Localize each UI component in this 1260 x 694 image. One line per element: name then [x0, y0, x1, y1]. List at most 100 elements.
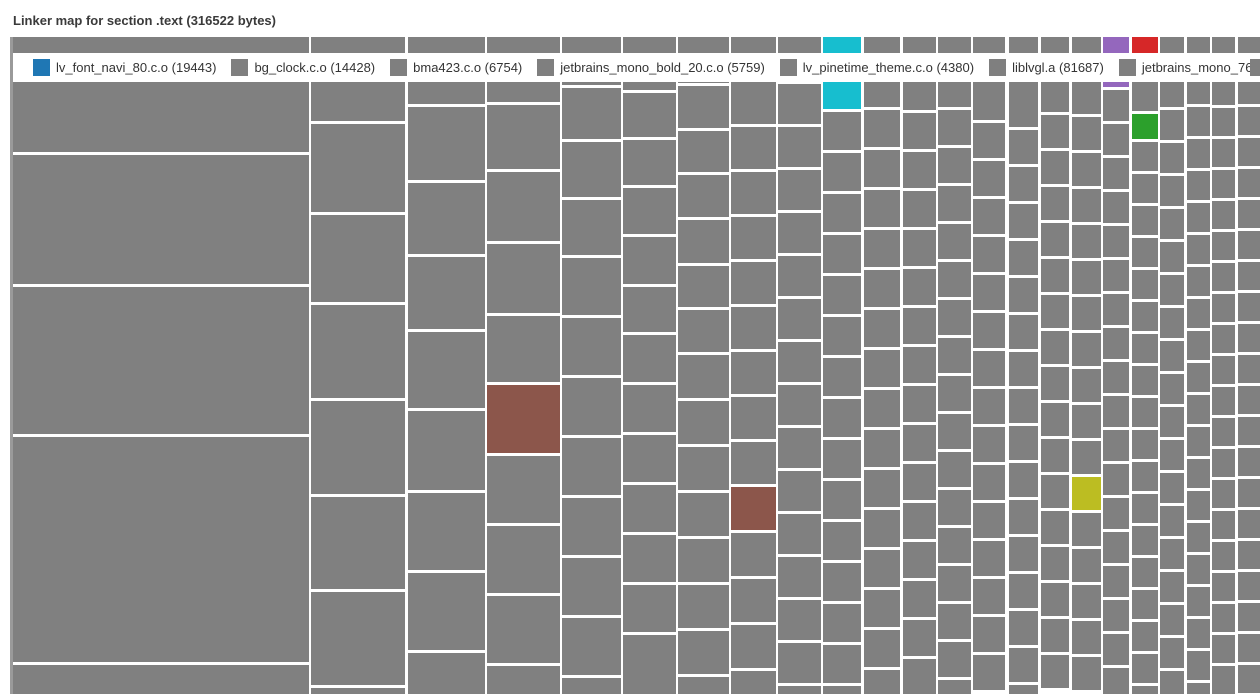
treemap-cell[interactable]	[973, 237, 1005, 272]
treemap-cell[interactable]	[1238, 541, 1260, 569]
treemap-cell[interactable]	[1132, 430, 1158, 459]
treemap-cell[interactable]	[903, 425, 936, 461]
treemap-cell[interactable]	[864, 310, 900, 347]
treemap-cell[interactable]	[938, 376, 971, 411]
treemap-cell[interactable]	[1212, 108, 1235, 136]
treemap-cell[interactable]	[13, 155, 309, 284]
treemap-cell[interactable]	[1072, 369, 1101, 402]
treemap-cell[interactable]	[903, 191, 936, 227]
treemap-cell[interactable]	[938, 452, 971, 487]
treemap-cell[interactable]	[1212, 201, 1235, 229]
treemap-cell[interactable]	[1041, 547, 1069, 580]
treemap-cell[interactable]	[1132, 366, 1158, 395]
treemap-cell[interactable]	[1132, 654, 1158, 683]
treemap-cell[interactable]	[1212, 542, 1235, 570]
treemap-cell[interactable]	[311, 688, 405, 694]
treemap-cell[interactable]	[1238, 386, 1260, 414]
treemap-cell[interactable]	[678, 355, 729, 398]
treemap-cell[interactable]	[1160, 275, 1184, 305]
treemap-cell[interactable]	[1187, 203, 1210, 232]
treemap-cell[interactable]	[1187, 619, 1210, 648]
treemap-cell[interactable]	[487, 244, 560, 313]
treemap-cell[interactable]	[678, 677, 729, 694]
treemap-cell-red[interactable]	[1132, 37, 1158, 57]
treemap-cell[interactable]	[1238, 479, 1260, 507]
treemap-cell[interactable]	[1072, 225, 1101, 258]
treemap-cell[interactable]	[1041, 223, 1069, 256]
treemap-cell[interactable]	[1009, 352, 1038, 386]
treemap-cell[interactable]	[778, 385, 821, 425]
treemap-cell[interactable]	[562, 678, 621, 694]
treemap-cell[interactable]	[1103, 634, 1129, 665]
treemap-cell-brown[interactable]	[731, 487, 776, 530]
treemap-cell[interactable]	[1160, 440, 1184, 470]
treemap-cell[interactable]	[623, 535, 676, 582]
treemap-cell[interactable]	[903, 308, 936, 344]
treemap-cell[interactable]	[973, 427, 1005, 462]
treemap-cell[interactable]	[1041, 115, 1069, 148]
treemap-cell[interactable]	[823, 276, 861, 314]
treemap-cell[interactable]	[1212, 635, 1235, 663]
treemap-cell[interactable]	[938, 186, 971, 221]
treemap-cell[interactable]	[678, 175, 729, 217]
treemap-cell[interactable]	[973, 503, 1005, 538]
treemap-cell[interactable]	[864, 470, 900, 507]
treemap-cell[interactable]	[973, 617, 1005, 652]
treemap-cell[interactable]	[408, 493, 485, 570]
treemap-cell[interactable]	[1041, 655, 1069, 688]
treemap-cell[interactable]	[487, 526, 560, 593]
treemap-cell[interactable]	[778, 557, 821, 597]
treemap-cell[interactable]	[487, 596, 560, 663]
treemap-cell[interactable]	[1009, 130, 1038, 164]
treemap-cell[interactable]	[1041, 259, 1069, 292]
treemap-cell[interactable]	[973, 313, 1005, 348]
treemap-cell[interactable]	[1160, 242, 1184, 272]
treemap-cell[interactable]	[562, 318, 621, 375]
treemap-cell[interactable]	[1212, 666, 1235, 694]
treemap-cell[interactable]	[938, 224, 971, 259]
treemap-cell[interactable]	[1103, 532, 1129, 563]
treemap-cell[interactable]	[1212, 511, 1235, 539]
treemap-cell[interactable]	[1212, 325, 1235, 353]
treemap-cell[interactable]	[1072, 549, 1101, 582]
treemap-cell[interactable]	[1132, 686, 1158, 694]
treemap-cell[interactable]	[487, 316, 560, 382]
treemap-cell[interactable]	[623, 485, 676, 532]
treemap-cell[interactable]	[1160, 638, 1184, 668]
treemap-cell[interactable]	[778, 213, 821, 253]
treemap-cell[interactable]	[1103, 566, 1129, 597]
treemap-cell[interactable]	[1103, 668, 1129, 694]
treemap-cell[interactable]	[1103, 90, 1129, 121]
treemap-cell[interactable]	[311, 215, 405, 302]
treemap-cell[interactable]	[1009, 574, 1038, 608]
treemap-cell[interactable]	[823, 399, 861, 437]
treemap-cell[interactable]	[778, 514, 821, 554]
treemap-cell[interactable]	[1132, 142, 1158, 171]
treemap-cell[interactable]	[1187, 427, 1210, 456]
treemap-cell[interactable]	[823, 481, 861, 519]
treemap-cell[interactable]	[562, 438, 621, 495]
treemap-cell[interactable]	[1187, 523, 1210, 552]
treemap-cell[interactable]	[1187, 331, 1210, 360]
treemap-cell[interactable]	[1041, 511, 1069, 544]
treemap-cell[interactable]	[1132, 622, 1158, 651]
treemap-cell[interactable]	[1132, 270, 1158, 299]
treemap-cell[interactable]	[311, 124, 405, 212]
treemap-cell[interactable]	[938, 528, 971, 563]
treemap-cell[interactable]	[1212, 480, 1235, 508]
treemap-cell[interactable]	[1160, 209, 1184, 239]
treemap-cell[interactable]	[13, 287, 309, 434]
treemap-cell[interactable]	[1187, 395, 1210, 424]
treemap-cell[interactable]	[1238, 293, 1260, 321]
treemap-cell[interactable]	[1238, 231, 1260, 259]
treemap-cell[interactable]	[823, 153, 861, 191]
treemap-cell[interactable]	[731, 671, 776, 694]
treemap-cell[interactable]	[731, 172, 776, 214]
treemap-cell[interactable]	[562, 498, 621, 555]
treemap-cell[interactable]	[1041, 403, 1069, 436]
treemap-cell[interactable]	[562, 142, 621, 197]
treemap-cell[interactable]	[778, 428, 821, 468]
treemap-cell[interactable]	[973, 275, 1005, 310]
treemap-cell[interactable]	[623, 237, 676, 284]
treemap-cell[interactable]	[1103, 600, 1129, 631]
